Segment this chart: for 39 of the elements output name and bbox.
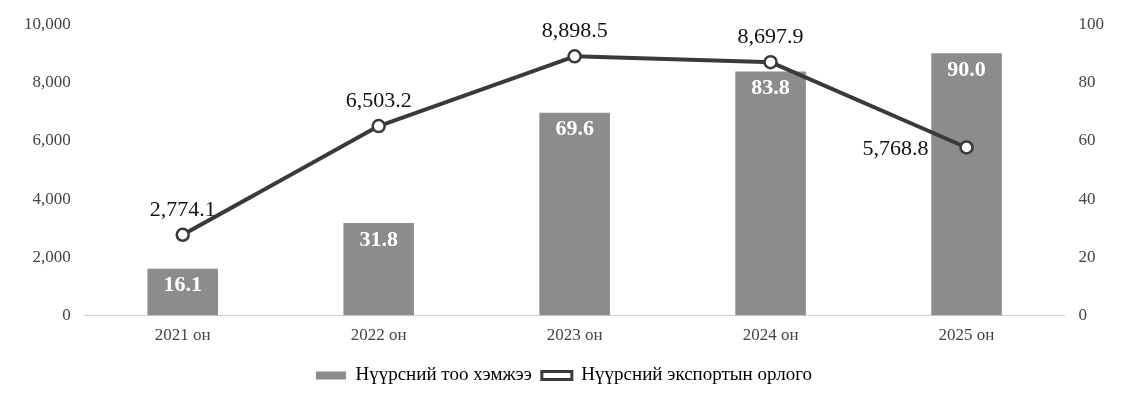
y2-tick-label: 20 <box>1078 246 1096 266</box>
x-tick-label: 2022 он <box>350 325 407 345</box>
y-tick-label: 10,000 <box>24 13 71 33</box>
data-label: 2,774.1 <box>149 195 216 221</box>
x-tick-label: 2025 он <box>938 325 995 345</box>
y-tick-label: 4,000 <box>32 188 71 208</box>
bar <box>343 222 414 316</box>
data-label: 8,697.9 <box>737 22 804 48</box>
legend-label: Нүүрсний тоо хэмжээ <box>355 363 532 385</box>
point <box>175 227 190 243</box>
y2-tick-label: 0 <box>1078 305 1087 325</box>
point <box>959 140 974 155</box>
point <box>371 118 386 134</box>
point <box>567 49 582 64</box>
y2-tick-label: 60 <box>1078 130 1096 150</box>
x-tick-label: 2024 он <box>742 325 799 345</box>
y-tick-label: 8,000 <box>32 71 71 91</box>
legend-label: Нүүрсний экспортын орлого <box>581 363 813 385</box>
y-tick-label: 2,000 <box>32 246 71 266</box>
y2-tick-label: 40 <box>1078 188 1096 208</box>
data-label: 90.0 <box>947 56 986 82</box>
data-label: 83.8 <box>751 74 790 100</box>
x-tick-label: 2021 он <box>154 325 211 345</box>
point <box>763 54 778 70</box>
bar <box>931 53 1002 316</box>
y2-tick-label: 80 <box>1078 71 1096 91</box>
y-tick-label: 0 <box>62 305 71 325</box>
data-label: 5,768.8 <box>862 135 929 161</box>
data-label: 6,503.2 <box>345 86 412 112</box>
data-label: 8,898.5 <box>541 17 608 43</box>
data-label: 69.6 <box>555 115 594 141</box>
y2-tick-label: 100 <box>1078 13 1104 33</box>
data-label: 31.8 <box>359 225 398 251</box>
bar <box>147 268 218 316</box>
y-tick-label: 6,000 <box>32 130 71 150</box>
bar <box>539 112 610 316</box>
x-tick-label: 2023 он <box>546 325 603 345</box>
data-label: 16.1 <box>163 271 202 297</box>
bar <box>735 71 806 316</box>
